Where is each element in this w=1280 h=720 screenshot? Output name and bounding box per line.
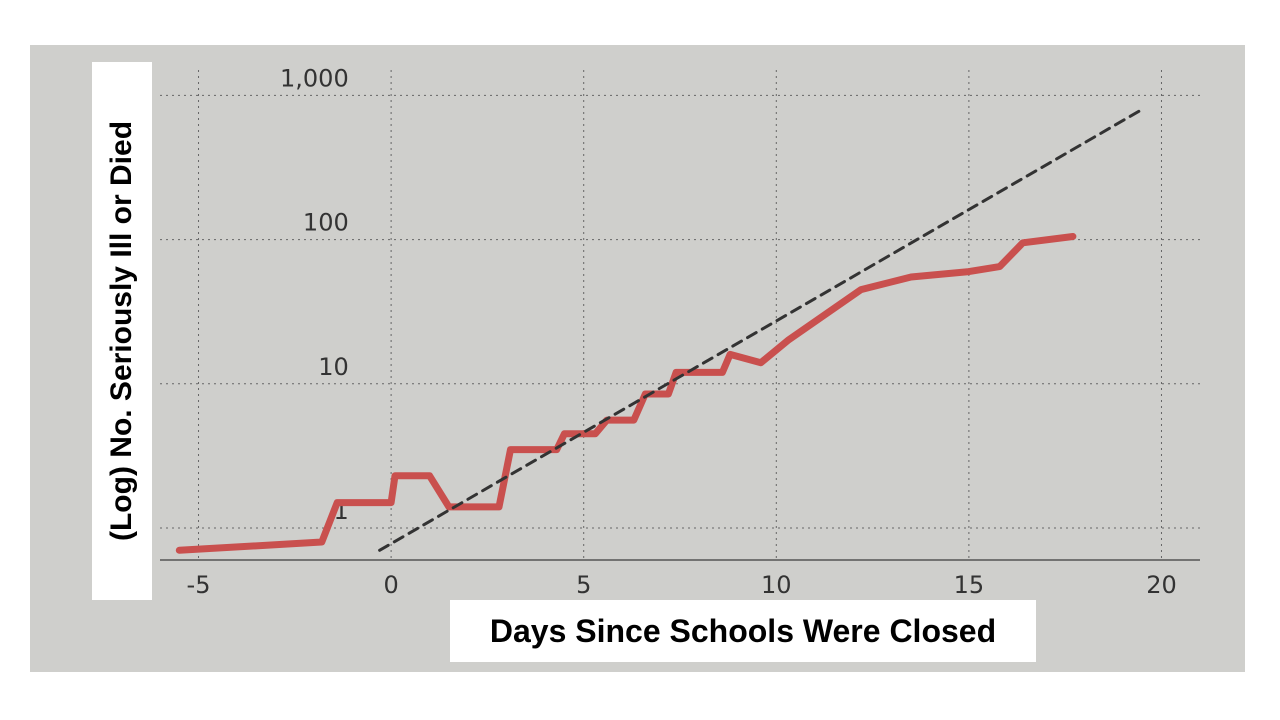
data-line bbox=[175, 233, 1077, 554]
x-tick-label: 20 bbox=[1146, 571, 1177, 599]
trend-line bbox=[378, 107, 1144, 552]
chart-background bbox=[30, 45, 1245, 672]
y-axis-label-box: (Log) No. Seriously Ill or Died bbox=[92, 62, 152, 600]
x-axis-label: Days Since Schools Were Closed bbox=[450, 600, 1036, 662]
x-tick-label: 5 bbox=[576, 571, 591, 599]
y-axis-label: (Log) No. Seriously Ill or Died bbox=[105, 120, 138, 542]
x-tick-label: 15 bbox=[954, 571, 985, 599]
x-tick-label: 10 bbox=[761, 571, 792, 599]
x-tick-label: 0 bbox=[383, 571, 398, 599]
x-tick-label: -5 bbox=[187, 571, 211, 599]
y-tick-label: 1,000 bbox=[280, 64, 349, 92]
y-tick-label: 100 bbox=[303, 209, 349, 237]
y-tick-label: 10 bbox=[318, 353, 349, 381]
